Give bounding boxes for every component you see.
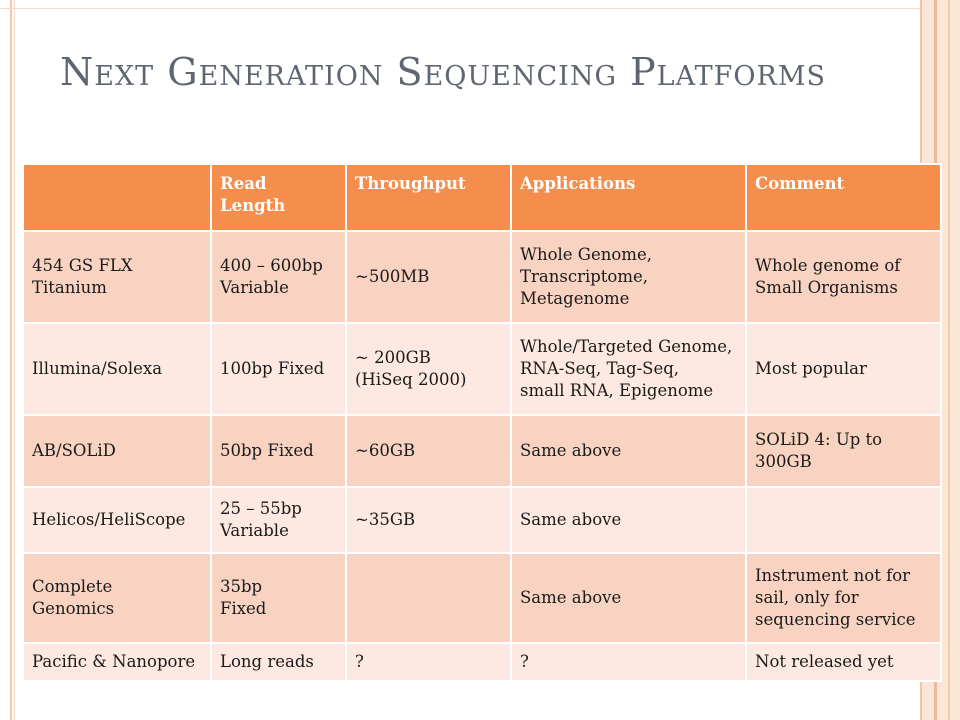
table-row: 454 GS FLX Titanium 400 – 600bp Variable ~… bbox=[22, 230, 942, 324]
cell-platform: Complete Genomics bbox=[22, 552, 212, 644]
table-row: Illumina/Solexa 100bp Fixed ~ 200GB (HiSe… bbox=[22, 322, 942, 416]
cell-platform: Illumina/Solexa bbox=[22, 322, 212, 416]
cell-throughput bbox=[345, 552, 512, 644]
frame-line-left-inner bbox=[14, 0, 15, 720]
cell-throughput: ~60GB bbox=[345, 414, 512, 488]
header-platform bbox=[22, 163, 212, 232]
frame-line-left bbox=[10, 0, 12, 720]
slide-title: Next Generation Sequencing Platforms bbox=[60, 50, 826, 94]
header-throughput: Throughput bbox=[345, 163, 512, 232]
cell-comment: Instrument not for sail, only for sequenci… bbox=[745, 552, 942, 644]
cell-comment: Not released yet bbox=[745, 642, 942, 682]
table-row: AB/SOLiD 50bp Fixed ~60GB Same above SOL… bbox=[22, 414, 942, 488]
frame-line-right-3 bbox=[948, 0, 950, 720]
cell-read-length: Long reads bbox=[210, 642, 347, 682]
cell-read-length: 35bp Fixed bbox=[210, 552, 347, 644]
cell-read-length: 50bp Fixed bbox=[210, 414, 347, 488]
cell-comment: Whole genome of Small Organisms bbox=[745, 230, 942, 324]
cell-throughput: ? bbox=[345, 642, 512, 682]
cell-platform: AB/SOLiD bbox=[22, 414, 212, 488]
table-row: Complete Genomics 35bp Fixed Same above In… bbox=[22, 552, 942, 644]
cell-read-length: 100bp Fixed bbox=[210, 322, 347, 416]
table-row: Helicos/HeliScope 25 – 55bp Variable ~35G… bbox=[22, 486, 942, 554]
cell-platform: Helicos/HeliScope bbox=[22, 486, 212, 554]
cell-applications: Same above bbox=[510, 552, 747, 644]
table-row: Pacific & Nanopore Long reads ? ? Not re… bbox=[22, 642, 942, 682]
cell-throughput: ~500MB bbox=[345, 230, 512, 324]
header-comment: Comment bbox=[745, 163, 942, 232]
header-applications: Applications bbox=[510, 163, 747, 232]
frame-line-top bbox=[0, 8, 930, 9]
cell-comment: SOLiD 4: Up to 300GB bbox=[745, 414, 942, 488]
cell-platform: Pacific & Nanopore bbox=[22, 642, 212, 682]
header-read-length: Read Length bbox=[210, 163, 347, 232]
platforms-table: Read Length Throughput Applications Comme… bbox=[22, 163, 942, 682]
cell-read-length: 25 – 55bp Variable bbox=[210, 486, 347, 554]
cell-applications: ? bbox=[510, 642, 747, 682]
cell-throughput: ~ 200GB (HiSeq 2000) bbox=[345, 322, 512, 416]
cell-applications: Same above bbox=[510, 414, 747, 488]
cell-platform: 454 GS FLX Titanium bbox=[22, 230, 212, 324]
cell-comment bbox=[745, 486, 942, 554]
cell-throughput: ~35GB bbox=[345, 486, 512, 554]
cell-comment: Most popular bbox=[745, 322, 942, 416]
cell-read-length: 400 – 600bp Variable bbox=[210, 230, 347, 324]
table-header-row: Read Length Throughput Applications Comme… bbox=[22, 163, 942, 232]
cell-applications: Whole Genome, Transcriptome, Metagenome bbox=[510, 230, 747, 324]
cell-applications: Whole/Targeted Genome, RNA-Seq, Tag-Seq, s… bbox=[510, 322, 747, 416]
cell-applications: Same above bbox=[510, 486, 747, 554]
